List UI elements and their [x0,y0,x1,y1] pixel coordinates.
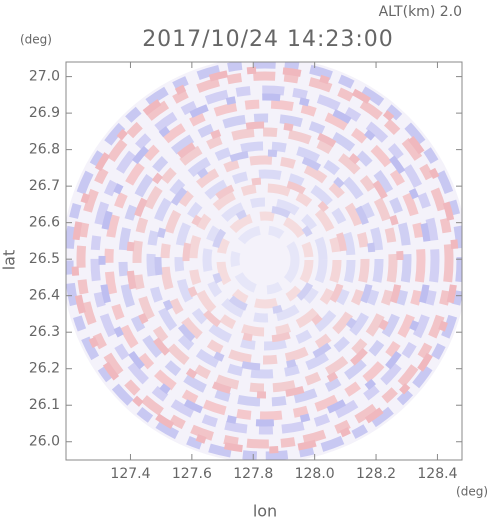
x-tick-label: 128.2 [356,466,396,482]
x-tick-label: 127.8 [233,466,273,482]
y-tick-label: 27.0 [29,69,60,85]
x-unit: (deg) [456,485,488,499]
chart-subtitle: ALT(km) 2.0 [379,4,462,20]
y-tick-label: 26.8 [29,142,60,158]
y-tick-label: 26.1 [29,397,60,413]
y-tick-label: 26.9 [29,105,60,121]
plot-frame [65,61,463,461]
x-tick-label: 127.6 [172,466,212,482]
x-axis-label: lon [253,502,277,521]
x-tick-label: 127.4 [110,466,150,482]
y-tick-label: 26.2 [29,361,60,377]
y-axis-label: lat [0,250,19,271]
x-tick-label: 128.0 [295,466,335,482]
y-tick-label: 26.4 [29,288,60,304]
y-tick-label: 26.7 [29,178,60,194]
radar-disk [66,62,462,460]
x-tick-label: 128.4 [417,466,457,482]
y-tick-label: 26.6 [29,215,60,231]
y-tick-label: 26.0 [29,434,60,450]
chart-title: 2017/10/24 14:23:00 [142,27,394,52]
y-tick-label: 26.3 [29,324,60,340]
y-unit: (deg) [20,33,52,47]
y-tick-label: 26.5 [29,251,60,267]
